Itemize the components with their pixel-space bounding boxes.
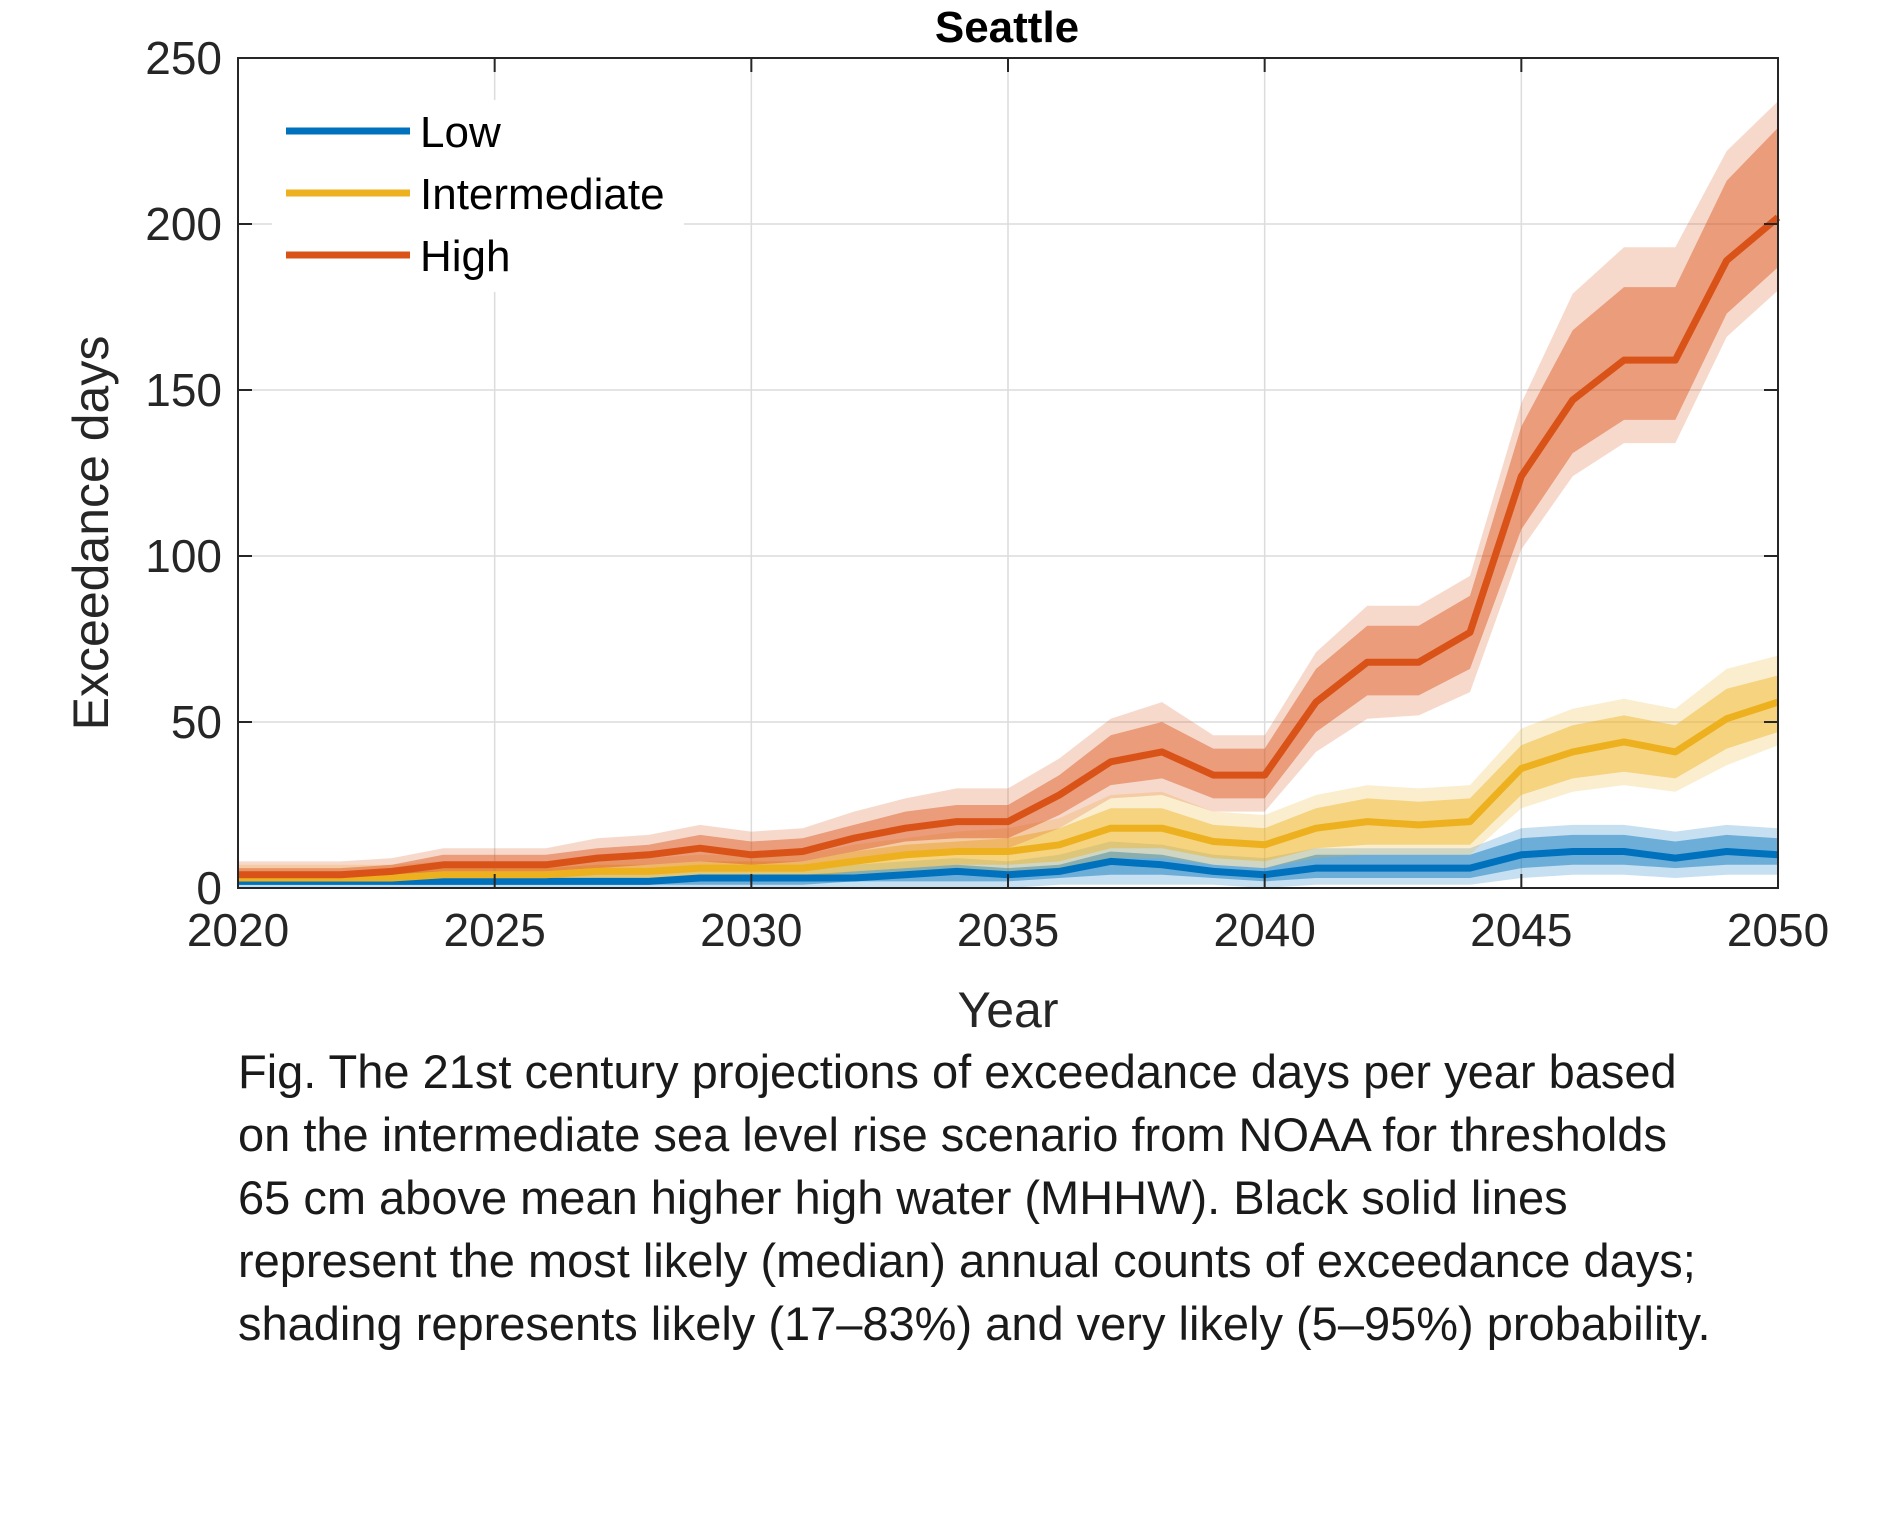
high-very-likely-band [238, 101, 1778, 885]
high-median-line [238, 214, 1781, 879]
legend-label-high: High [420, 232, 511, 281]
y-tick-label: 250 [145, 32, 222, 84]
x-tick-label: 2035 [957, 904, 1059, 956]
y-tick-label: 0 [196, 862, 222, 914]
x-axis-label: Year [957, 982, 1058, 1038]
caption-line: Fig. The 21st century projections of exc… [238, 1045, 1677, 1098]
chart-figure: 2020 2025 2030 2035 2040 2045 2050 0 50 100 150 200… [63, 3, 1829, 1038]
high-likely-band [238, 127, 1778, 882]
x-tick-label: 2045 [1470, 904, 1572, 956]
x-tick-label: 2050 [1727, 904, 1829, 956]
y-tick-label: 100 [145, 530, 222, 582]
caption-line: on the intermediate sea level rise scena… [238, 1108, 1667, 1161]
figure-caption: Fig. The 21st century projections of exc… [238, 1040, 1838, 1355]
y-axis-label: Exceedance days [63, 336, 119, 731]
legend-label-low: Low [420, 108, 501, 157]
x-tick-label: 2020 [187, 904, 289, 956]
y-tick-label: 150 [145, 364, 222, 416]
x-tick-label: 2030 [700, 904, 802, 956]
x-tick-label: 2040 [1213, 904, 1315, 956]
x-tick-label: 2025 [443, 904, 545, 956]
intermediate-likely-band [238, 675, 1778, 882]
caption-line: 65 cm above mean higher high water (MHHW… [238, 1171, 1568, 1224]
y-tick-label: 200 [145, 198, 222, 250]
low-likely-band [238, 834, 1778, 885]
caption-line: shading represents likely (17–83%) and v… [238, 1297, 1711, 1350]
legend-label-intermediate: Intermediate [420, 170, 665, 219]
axis-ticks: 2020 2025 2030 2035 2040 2045 2050 0 50 100 150 200… [145, 32, 1829, 956]
chart-title: Seattle [935, 3, 1079, 52]
caption-line: represent the most likely (median) annua… [238, 1234, 1696, 1287]
intermediate-very-likely-band [238, 655, 1778, 885]
legend: Low Intermediate High [272, 100, 684, 292]
y-tick-label: 50 [171, 696, 222, 748]
